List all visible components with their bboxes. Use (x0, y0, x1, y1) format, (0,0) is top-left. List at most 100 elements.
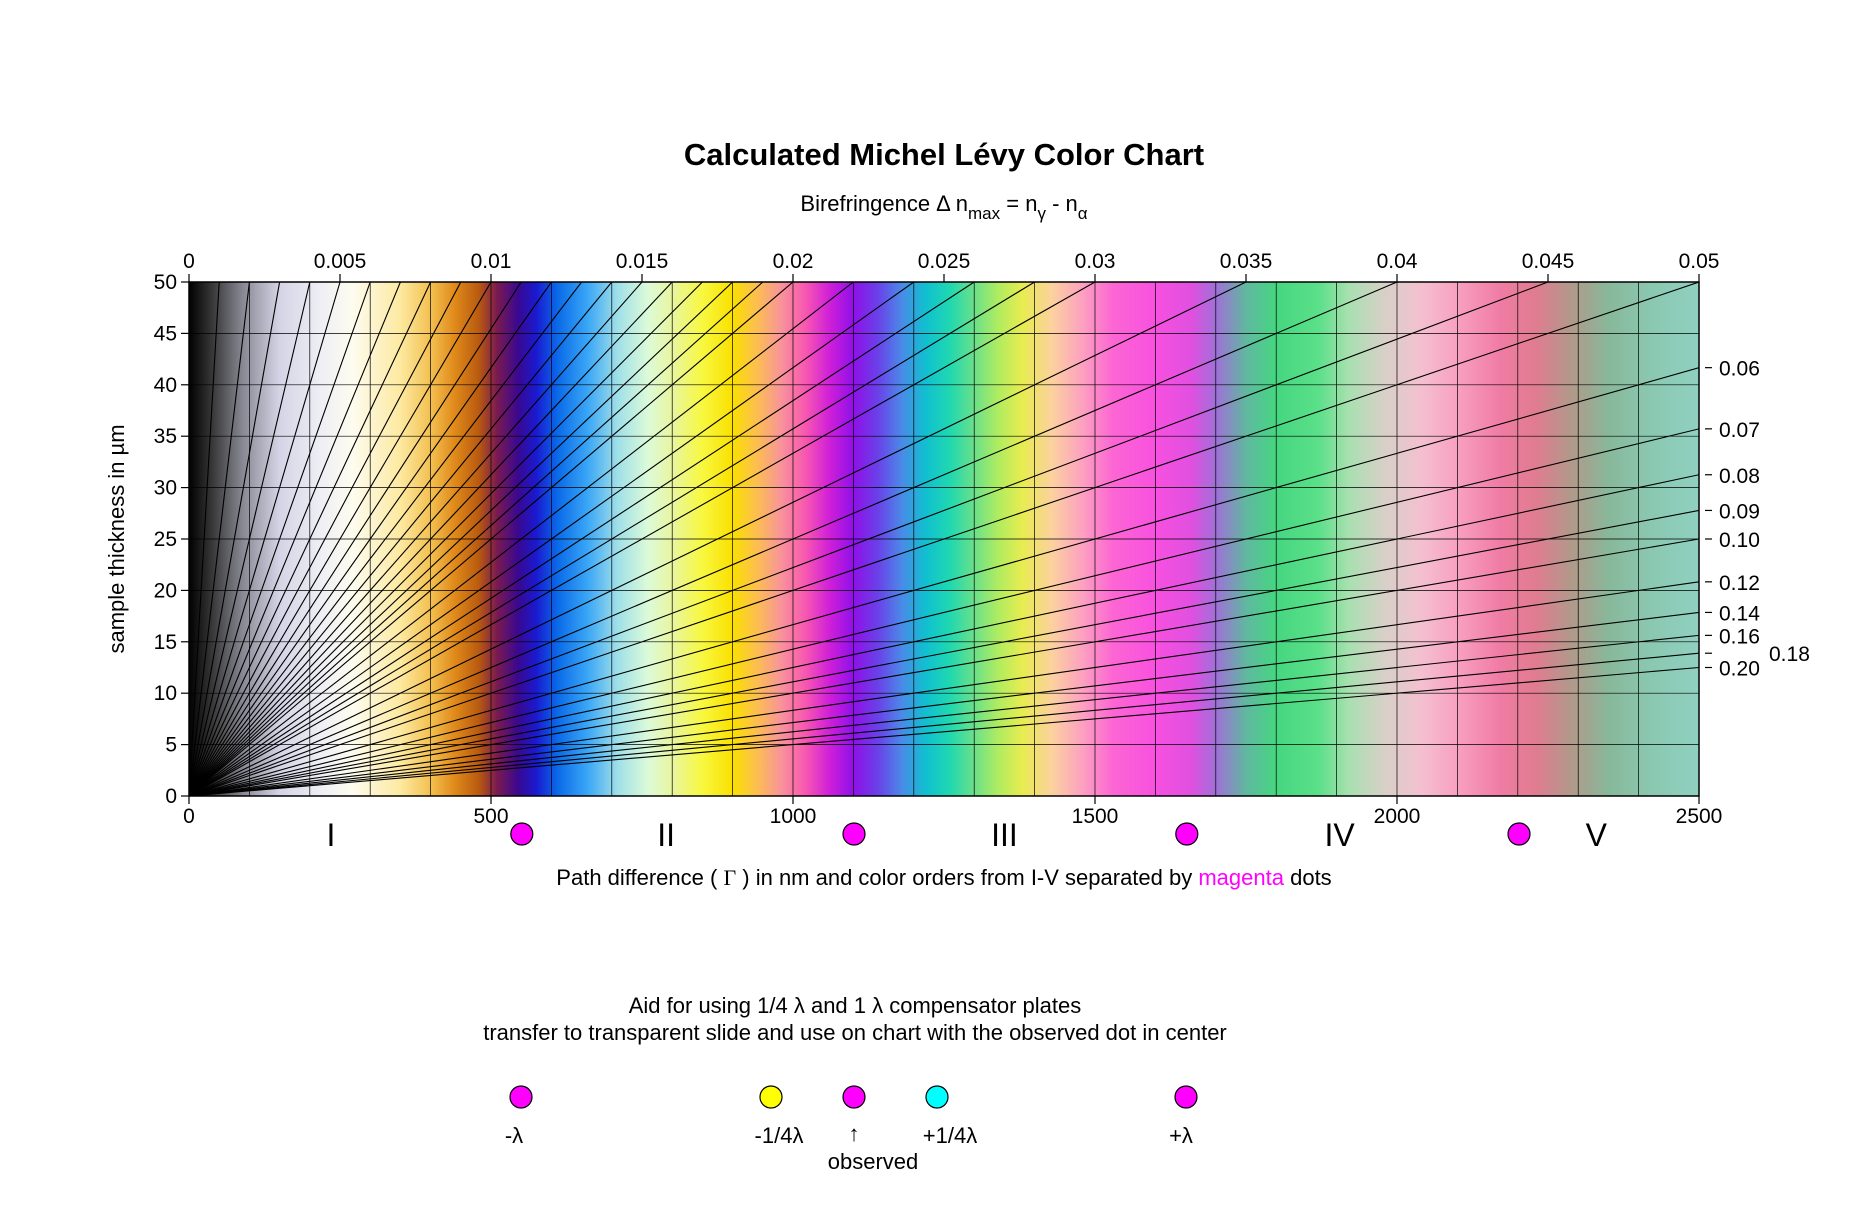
birefringence-line (189, 282, 401, 796)
top-tick-label: 0.02 (773, 250, 814, 273)
birefringence-line (189, 282, 220, 796)
order-separator-dot (842, 822, 866, 846)
birefringence-line (189, 428, 1699, 796)
color-order-label: IV (1325, 817, 1356, 853)
y-tick-label: 0 (165, 785, 177, 808)
x-tick-label: 0 (183, 805, 195, 828)
birefringence-line (189, 282, 643, 796)
top-axis-label: Birefringence Δ nmax = nγ - nα (800, 191, 1087, 223)
aid-label-plus-lambda: +λ (1169, 1123, 1193, 1148)
x-axis-label: Path difference ( Γ ) in nm and color or… (556, 865, 1331, 890)
birefringence-lines (189, 282, 1699, 796)
y-tick-label: 25 (154, 528, 177, 551)
right-birefringence-label: 0.09 (1719, 500, 1760, 523)
birefringence-line (189, 282, 673, 796)
aid-label-minus-quarter-lambda: -1/4λ (755, 1123, 804, 1148)
x-tick-label: 1500 (1072, 805, 1119, 828)
birefringence-line (189, 282, 1398, 796)
color-order-label: III (991, 817, 1018, 853)
aid-title-line1: Aid for using 1/4 λ and 1 λ compensator … (629, 993, 1081, 1018)
birefringence-line (189, 282, 552, 796)
aid-dot-plus-lambda (1174, 1085, 1198, 1109)
right-birefringence-label: 0.07 (1719, 419, 1760, 442)
x-tick-label: 1000 (770, 805, 817, 828)
top-tick-label: 0.045 (1522, 250, 1575, 273)
color-order-label: V (1586, 817, 1608, 853)
y-tick-label: 30 (154, 477, 177, 500)
aid-label-plus-quarter-lambda: +1/4λ (923, 1123, 977, 1148)
top-tick-label: 0.035 (1220, 250, 1273, 273)
right-birefringence-label: 0.10 (1719, 529, 1760, 552)
birefringence-line (189, 282, 1549, 796)
right-birefringence-label: 0.08 (1719, 465, 1760, 488)
x-tick-label: 2000 (1374, 805, 1421, 828)
birefringence-line (189, 282, 371, 796)
birefringence-line (189, 282, 613, 796)
birefringence-line (189, 282, 1096, 796)
top-tick-label: 0.04 (1377, 250, 1418, 273)
y-tick-label: 20 (154, 579, 177, 602)
right-birefringence-label: 0.12 (1719, 572, 1760, 595)
birefringence-line (189, 474, 1699, 796)
order-separator-dot (1507, 822, 1531, 846)
top-tick-label: 0.01 (471, 250, 512, 273)
birefringence-line (189, 282, 733, 796)
birefringence-line (189, 282, 583, 796)
birefringence-line (189, 282, 1247, 796)
birefringence-line (189, 282, 1035, 796)
birefringence-line (189, 282, 1699, 796)
right-birefringence-label: 0.20 (1719, 658, 1760, 681)
birefringence-line (189, 538, 1699, 796)
top-tick-label: 0.03 (1075, 250, 1116, 273)
birefringence-line (189, 666, 1699, 796)
aid-label-arrow: ↑ (849, 1121, 860, 1146)
birefringence-line (189, 282, 915, 796)
aid-dots (509, 1085, 1198, 1109)
aid-label-minus-lambda: -λ (505, 1123, 523, 1148)
birefringence-line (189, 282, 281, 796)
order-separator-dot (510, 822, 534, 846)
top-tick-label: 0.005 (314, 250, 367, 273)
top-tick-label: 0.05 (1679, 250, 1720, 273)
color-order-label: II (657, 817, 675, 853)
y-tick-label: 15 (154, 631, 177, 654)
right-birefringence-label: 0.06 (1719, 358, 1760, 381)
birefringence-line (189, 282, 975, 796)
birefringence-line (189, 282, 492, 796)
order-separator-dot (1175, 822, 1199, 846)
birefringence-line (189, 282, 794, 796)
top-tick-label: 0.015 (616, 250, 669, 273)
birefringence-line (189, 282, 764, 796)
right-birefringence-label: 0.18 (1769, 643, 1810, 666)
x-tick-label: 2500 (1676, 805, 1723, 828)
y-tick-label: 40 (154, 374, 177, 397)
y-tick-label: 50 (154, 271, 177, 294)
birefringence-line (189, 509, 1699, 796)
birefringence-line (189, 581, 1699, 796)
top-tick-label: 0.025 (918, 250, 971, 273)
birefringence-line (189, 282, 432, 796)
right-birefringence-label: 0.16 (1719, 625, 1760, 648)
aid-observed-label: observed (828, 1149, 919, 1174)
aid-title-line2: transfer to transparent slide and use on… (483, 1020, 1227, 1045)
birefringence-line (189, 282, 341, 796)
birefringence-line (189, 282, 250, 796)
birefringence-line (189, 634, 1699, 796)
birefringence-line (189, 282, 462, 796)
birefringence-line (189, 611, 1699, 796)
birefringence-line (189, 282, 854, 796)
chart-title: Calculated Michel Lévy Color Chart (684, 137, 1204, 172)
y-tick-label: 10 (154, 682, 177, 705)
aid-dot-minus-lambda (509, 1085, 533, 1109)
color-orders: I II III IV V (326, 817, 1607, 853)
aid-dot-minus-quarter-lambda (759, 1085, 783, 1109)
birefringence-line (189, 282, 703, 796)
birefringence-line (189, 652, 1699, 796)
y-tick-label: 35 (154, 425, 177, 448)
y-axis-label: sample thickness in µm (104, 424, 129, 653)
birefringence-line (189, 367, 1699, 796)
x-tick-label: 500 (473, 805, 508, 828)
